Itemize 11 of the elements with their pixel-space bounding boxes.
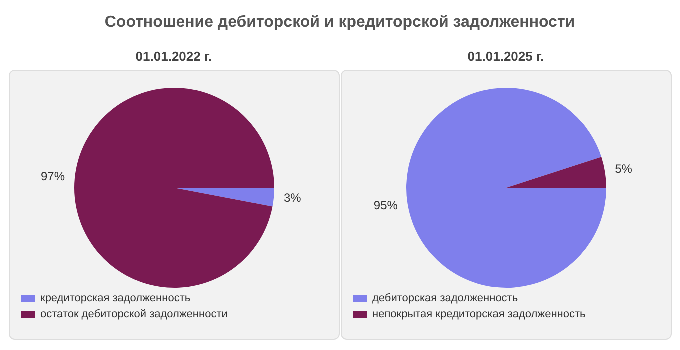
data-label: 95% — [373, 198, 398, 212]
legend-label: дебиторская задолженность — [372, 292, 518, 305]
chart-subtitle: 01.01.2025 г. — [468, 48, 544, 66]
data-label: 5% — [614, 162, 632, 176]
data-label: 97% — [40, 169, 65, 184]
legend-label: непокрытая кредиторская задолженность — [372, 308, 586, 321]
legend-label: кредиторская задолженность — [40, 292, 190, 305]
legend-label: остаток дебиторской задолженности — [40, 308, 228, 321]
chart-subtitle: 01.01.2022 г. — [136, 48, 212, 66]
data-label: 3% — [283, 191, 302, 206]
text: Соотношение дебиторской и кредиторской задолженности — [104, 13, 576, 33]
